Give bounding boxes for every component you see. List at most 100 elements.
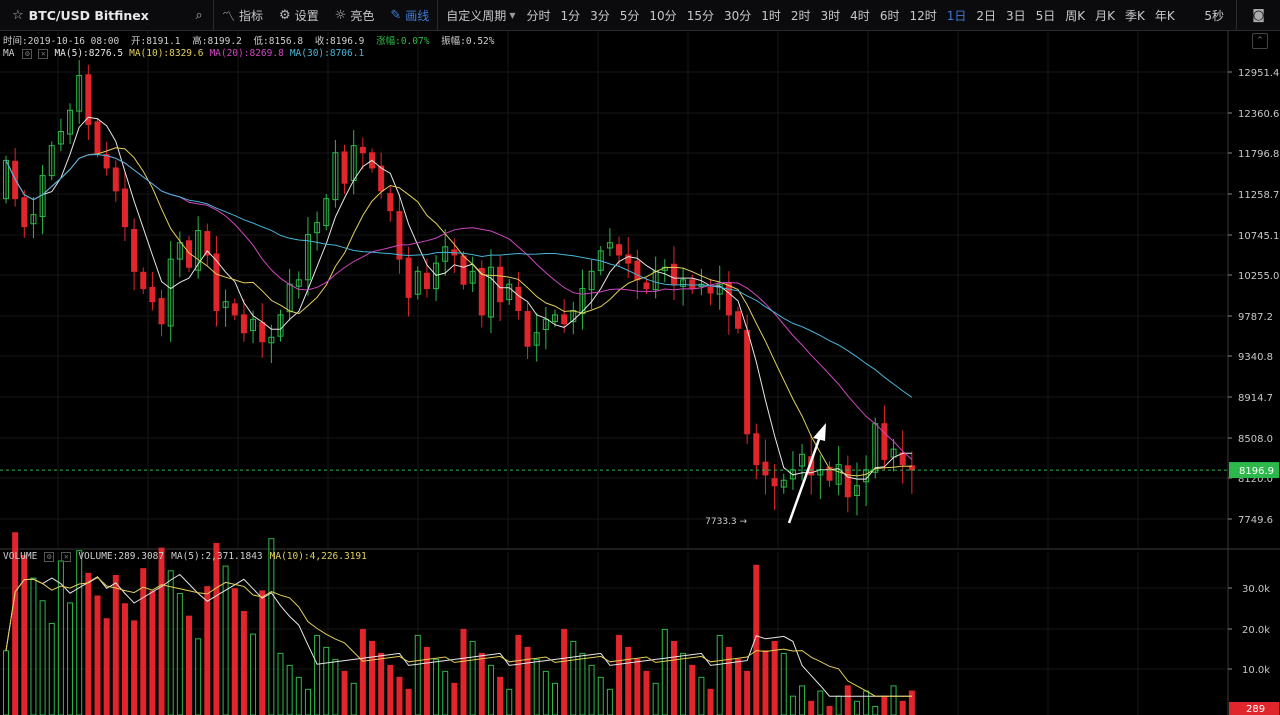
candle-up [542,318,549,331]
volume-close-icon[interactable]: ✕ [61,551,72,562]
volume-bar-up [716,634,723,715]
symbol-label: BTC/USD Bitfinex [28,7,149,23]
symbol-title[interactable]: ☆ BTC/USD Bitfinex [0,8,185,23]
volume-bar-down [478,652,485,715]
period-tab[interactable]: 15分 [686,8,714,23]
price-tick-label: 11258.7 [1238,190,1279,201]
period-tab[interactable]: 10分 [649,8,677,23]
candle-up [57,130,64,145]
period-tab[interactable]: 季K [1125,8,1145,23]
ma-close-icon[interactable]: ✕ [38,48,49,59]
volume-bar-down [103,618,110,715]
volume-bar-up [30,577,37,715]
price-tick-label: 9340.8 [1238,352,1273,363]
period-tab[interactable]: 1分 [560,8,581,23]
volume-bar-up [698,676,705,715]
candle-up [680,279,687,287]
draw-label: 画线 [405,8,430,23]
period-tab[interactable]: 30分 [723,8,752,23]
candle-down [460,255,467,285]
screenshot-button[interactable]: ◙ [1236,0,1280,31]
volume-bar-up [286,664,293,715]
period-tab[interactable]: 4时 [850,8,870,23]
volume-bar-down [359,628,366,715]
draw-tools-button[interactable]: ✎ 画线 [382,0,437,31]
candle-down [497,266,504,303]
price-tick-label: 7749.6 [1238,515,1273,526]
period-tab[interactable]: 3时 [820,8,841,23]
volume-settings-icon[interactable]: ⚙ [44,551,55,562]
candle-down [140,271,147,290]
candle-down [240,314,247,334]
indicators-button[interactable]: 〽 指标 [214,0,271,31]
volume-bar-up [661,628,668,715]
volume-bar-down [423,646,430,715]
settings-button[interactable]: ⚙ 设置 [271,0,327,31]
period-tab[interactable]: 2日 [976,8,997,23]
volume-bar-down [515,634,522,715]
candle-down [771,478,778,487]
period-tab[interactable]: 分时 [526,8,551,23]
period-tab[interactable]: 2时 [790,8,811,23]
candle-down [103,154,110,169]
candle-up [277,314,284,337]
candle-down [341,151,348,184]
volume-bar-down [240,610,247,715]
volume-bar-up [67,602,74,715]
sun-icon: ☼ [334,7,347,23]
price-tick-label: 10255.0 [1238,271,1279,282]
volume-tick-label: 30.0k [1242,584,1270,595]
volume-bar-down [451,682,458,715]
volume-bar-down [735,658,741,715]
period-tab[interactable]: 1日 [946,8,967,23]
candle-down [881,423,888,460]
candle-down [112,167,119,192]
ma10-value: MA(10):8329.6 [129,48,204,59]
period-tab[interactable]: 3日 [1006,8,1026,23]
pen-icon: ✎ [390,7,402,23]
volume-bar-up [890,685,897,715]
search-icon[interactable]: ⌕ [195,7,203,23]
period-tab[interactable]: 年K [1154,8,1175,23]
period-tab[interactable]: 5分 [619,8,640,23]
volume-bar-up [195,638,202,715]
candle-down [643,282,650,290]
volume-bar-up [57,560,64,715]
favorite-star-icon[interactable]: ☆ [12,7,24,23]
volume-tick-label: 10.0k [1242,665,1270,676]
volume-bar-up [323,646,330,715]
ma-settings-icon[interactable]: ⚙ [22,48,33,59]
volume-bar-up [789,695,796,715]
period-tab[interactable]: 月K [1095,8,1116,23]
theme-toggle-button[interactable]: ☼ 亮色 [327,0,383,31]
current-volume-tag [1229,702,1279,715]
volume-bar-down [625,646,632,715]
volume-bar-down [616,634,623,715]
candle-down [524,311,531,347]
current-price-label: 8196.9 [1239,466,1274,477]
toolbar-divider [213,0,214,31]
period-tab[interactable]: 1时 [761,8,781,23]
custom-period-dropdown[interactable]: 自定义周期 ▼ [438,0,521,31]
volume-ma5-line [5,573,912,697]
period-tab[interactable]: 3分 [590,8,610,23]
candle-down [515,286,522,311]
period-tab[interactable]: 12时 [909,8,937,23]
volume-ma10-value: MA(10):4,226.3191 [269,551,367,562]
price-chart[interactable]: 12951.4 12360.6 11796.8 11258.7 10745.1 10255… [0,31,1280,715]
ohlc-info: 时间:2019-10-16 08:00 开:8191.1 高:8199.2 低:… [3,33,500,47]
volume-bar-down [643,670,650,715]
volume-bar-down [396,676,403,715]
refresh-interval[interactable]: 5秒 [1204,9,1224,23]
chart-collapse-icon[interactable]: ⌃ [1252,33,1268,49]
volume-ma10-line [5,576,912,697]
candle-down [85,74,92,125]
period-tab[interactable]: 周K [1065,8,1086,23]
volume-bar-up [350,682,357,715]
period-tab[interactable]: 5日 [1035,8,1056,23]
volume-bar-up [853,700,860,715]
period-tab[interactable]: 6时 [879,8,900,23]
ohlc-low: 低:8156.8 [253,36,304,47]
volume-bar-down [21,554,28,715]
candle-down [735,311,741,329]
